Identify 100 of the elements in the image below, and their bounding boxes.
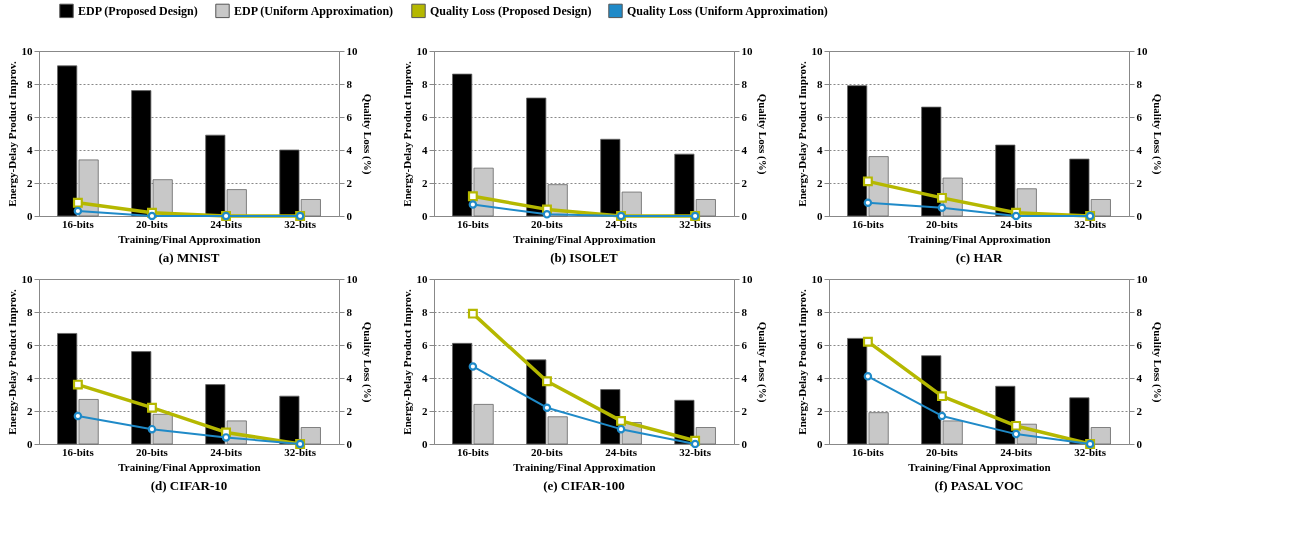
y2-tick-label: 2: [346, 176, 353, 189]
x-tick-label: 16-bits: [457, 217, 490, 230]
x-tick-label: 32-bits: [679, 217, 712, 230]
y2-tick-label: 0: [741, 437, 748, 450]
text: (f) PASAL VOC: [934, 478, 1024, 493]
y2-tick-label: 0: [346, 437, 353, 450]
y2-tick-label: 4: [1136, 143, 1143, 156]
y-tick-label: 0: [422, 209, 428, 222]
y2-tick-label: 10: [346, 272, 358, 285]
y-tick-label: 4: [817, 143, 823, 156]
y-tick-label: 0: [422, 437, 428, 450]
y-tick-label: 4: [422, 143, 428, 156]
y2-tick-label: 0: [1136, 437, 1143, 450]
y2-axis-title: Quality Loss (%): [1150, 321, 1164, 403]
y2-tick-label: 10: [1136, 272, 1148, 285]
y-axis-title: Energy-Delay Product Improv.: [400, 289, 413, 435]
y-tick-label: 6: [27, 338, 33, 351]
y2-tick-label: 6: [1136, 110, 1143, 123]
y-tick-label: 2: [27, 404, 33, 417]
y-tick-label: 0: [27, 437, 33, 450]
y-tick-label: 8: [27, 77, 33, 90]
y-tick-label: 6: [422, 338, 428, 351]
y-tick-label: 10: [21, 44, 33, 57]
y-axis-title: Energy-Delay Product Improv.: [795, 61, 808, 207]
y2-tick-label: 8: [741, 305, 748, 318]
legend-label: Quality Loss (Proposed Design): [430, 3, 592, 18]
y-tick-label: 10: [811, 44, 823, 57]
text: (e) CIFAR-100: [543, 478, 625, 493]
y-tick-label: 2: [422, 176, 428, 189]
legend-label: Quality Loss (Uniform Approximation): [627, 3, 828, 18]
y2-tick-label: 4: [741, 143, 748, 156]
y-tick-label: 4: [817, 371, 823, 384]
y2-tick-label: 10: [346, 44, 358, 57]
x-tick-label: 24-bits: [605, 217, 638, 230]
y2-tick-label: 2: [741, 176, 748, 189]
y2-axis-title: Quality Loss (%): [755, 93, 769, 175]
y2-tick-label: 8: [346, 77, 353, 90]
x-tick-label: 24-bits: [210, 445, 243, 458]
x-tick-label: 16-bits: [457, 445, 490, 458]
y2-tick-label: 6: [741, 110, 748, 123]
y-tick-label: 4: [422, 371, 428, 384]
y2-tick-label: 4: [346, 371, 353, 384]
y-tick-label: 8: [817, 77, 823, 90]
x-tick-label: 32-bits: [284, 445, 317, 458]
y-tick-label: 2: [27, 176, 33, 189]
x-tick-label: 32-bits: [284, 217, 317, 230]
y2-tick-label: 8: [1136, 77, 1143, 90]
y2-tick-label: 2: [346, 404, 353, 417]
y2-tick-label: 10: [741, 44, 753, 57]
y2-tick-label: 4: [1136, 371, 1143, 384]
x-tick-label: 16-bits: [852, 217, 885, 230]
x-tick-label: 16-bits: [62, 445, 95, 458]
text: (d) CIFAR-10: [150, 478, 228, 493]
y-tick-label: 10: [21, 272, 33, 285]
y-tick-label: 8: [27, 305, 33, 318]
y-tick-label: 2: [817, 176, 823, 189]
x-axis-title: Training/Final Approximation: [118, 232, 261, 245]
x-tick-label: 16-bits: [62, 217, 95, 230]
y2-axis-title: Quality Loss (%): [1150, 93, 1164, 175]
y-tick-label: 0: [27, 209, 33, 222]
y2-tick-label: 0: [1136, 209, 1143, 222]
x-tick-label: 20-bits: [136, 217, 169, 230]
y2-tick-label: 2: [1136, 176, 1143, 189]
y2-tick-label: 8: [1136, 305, 1143, 318]
legend-label: EDP (Uniform Approximation): [234, 3, 394, 18]
x-axis-title: Training/Final Approximation: [513, 232, 656, 245]
y2-tick-label: 0: [741, 209, 748, 222]
y-tick-label: 10: [416, 272, 428, 285]
y-tick-label: 8: [817, 305, 823, 318]
y2-tick-label: 4: [346, 143, 353, 156]
text: (c) HAR: [955, 250, 1003, 265]
x-tick-label: 24-bits: [210, 217, 243, 230]
y-tick-label: 2: [817, 404, 823, 417]
y2-tick-label: 6: [741, 338, 748, 351]
y2-axis-title: Quality Loss (%): [360, 93, 374, 175]
x-tick-label: 24-bits: [1000, 445, 1033, 458]
y2-tick-label: 6: [1136, 338, 1143, 351]
y-tick-label: 0: [817, 209, 823, 222]
x-axis-title: Training/Final Approximation: [908, 232, 1051, 245]
y-tick-label: 6: [817, 110, 823, 123]
y-tick-label: 8: [422, 77, 428, 90]
y2-tick-label: 2: [1136, 404, 1143, 417]
x-tick-label: 32-bits: [1074, 445, 1107, 458]
y2-tick-label: 6: [346, 338, 353, 351]
y-tick-label: 10: [416, 44, 428, 57]
legend-label: EDP (Proposed Design): [78, 3, 198, 18]
x-tick-label: 20-bits: [531, 445, 564, 458]
x-tick-label: 32-bits: [1074, 217, 1107, 230]
x-tick-label: 20-bits: [531, 217, 564, 230]
x-axis-title: Training/Final Approximation: [118, 460, 261, 473]
x-tick-label: 20-bits: [926, 445, 959, 458]
x-axis-title: Training/Final Approximation: [908, 460, 1051, 473]
y-tick-label: 2: [422, 404, 428, 417]
y2-tick-label: 0: [346, 209, 353, 222]
y-tick-label: 0: [817, 437, 823, 450]
x-tick-label: 24-bits: [1000, 217, 1033, 230]
y2-tick-label: 10: [1136, 44, 1148, 57]
y2-tick-label: 6: [346, 110, 353, 123]
x-axis-title: Training/Final Approximation: [513, 460, 656, 473]
y-axis-title: Energy-Delay Product Improv.: [400, 61, 413, 207]
